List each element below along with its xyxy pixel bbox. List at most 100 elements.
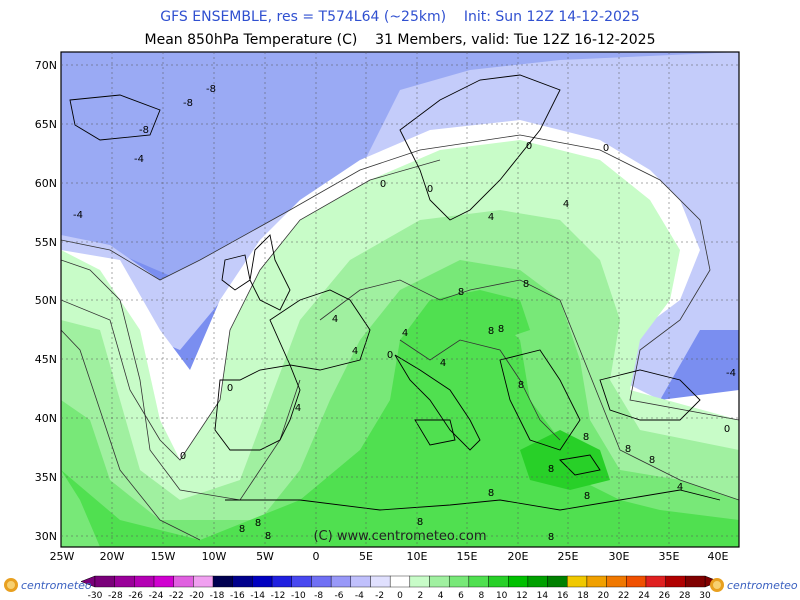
contour-label: 4 xyxy=(440,358,446,369)
contour-label: 8 xyxy=(265,531,271,542)
colorbar: -30 -28 -26 -24 -22 -20 -18 -16 -14 -12 -10 -8 -6 -4-… xyxy=(80,575,720,600)
lat-label: 30N xyxy=(35,530,57,543)
sun-icon xyxy=(4,578,18,592)
colorbar-swatch xyxy=(173,575,194,588)
lon-label: 0 xyxy=(313,550,320,563)
colorbar-swatch xyxy=(567,575,588,588)
colorbar-swatch xyxy=(645,575,666,588)
map-title-line2: Mean 850hPa Temperature (C) 31 Members, … xyxy=(144,32,656,48)
contour-label: 4 xyxy=(677,482,683,493)
lat-label: 65N xyxy=(35,118,57,131)
temperature-field xyxy=(61,52,739,547)
contour-label: 8 xyxy=(583,432,589,443)
colorbar-label: 14 xyxy=(537,591,549,600)
colorbar-swatch xyxy=(350,575,371,588)
logo-right-text: centrometeo xyxy=(727,578,798,592)
map-frame xyxy=(60,51,740,548)
colorbar-label: 12 xyxy=(516,591,527,600)
lon-label: 20W xyxy=(100,550,125,563)
contour-label: 8 xyxy=(548,532,554,543)
contour-label: 0 xyxy=(603,143,609,154)
colorbar-swatch xyxy=(330,575,352,588)
colorbar-label: 30 xyxy=(699,591,711,600)
colorbar-swatch xyxy=(448,575,470,588)
contour-label: 0 xyxy=(380,179,386,190)
colorbar-label: 2 xyxy=(417,591,423,600)
contour-label: -4 xyxy=(726,368,736,379)
lon-label: 5E xyxy=(359,550,373,563)
lat-label: 35N xyxy=(35,471,57,484)
lat-label: 50N xyxy=(35,294,57,307)
contour-label: 8 xyxy=(488,488,494,499)
contour-label: 8 xyxy=(548,464,554,475)
contour-label: 8 xyxy=(255,518,261,529)
contour-value-labels: -8 -8 -8 -4 -4 -4 0 0 0 0 0 0 0 0 4 4 4 … xyxy=(73,84,736,543)
lon-label: 25E xyxy=(558,550,579,563)
contour-label: 0 xyxy=(387,350,393,361)
contour-label: 0 xyxy=(180,451,186,462)
contour-label: 0 xyxy=(427,184,433,195)
contour-label: 0 xyxy=(227,383,233,394)
colorbar-label: 8 xyxy=(478,591,484,600)
colorbar-swatch xyxy=(232,575,253,588)
contour-label: 0 xyxy=(724,424,730,435)
latitude-labels: 70N 65N 60N 55N 50N 45N 40N 35N 30N xyxy=(35,59,57,543)
colorbar-swatch xyxy=(508,575,529,588)
colorbar-label: -26 xyxy=(128,591,143,600)
colorbar-label: 28 xyxy=(679,591,691,600)
contour-label: 8 xyxy=(518,380,524,391)
colorbar-label: 20 xyxy=(598,591,610,600)
lon-label: 10W xyxy=(202,550,227,563)
isotherm-lines xyxy=(61,134,739,541)
colorbar-swatch xyxy=(409,575,430,588)
lat-label: 60N xyxy=(35,177,57,190)
colorbar-label: -8 xyxy=(314,591,323,600)
contour-label: 8 xyxy=(458,287,464,298)
lat-label: 45N xyxy=(35,353,57,366)
colorbar-label: 26 xyxy=(659,591,671,600)
colorbar-swatch xyxy=(153,575,174,588)
colorbar-swatch xyxy=(291,575,312,588)
colorbar-swatch xyxy=(389,575,411,588)
contour-label: 4 xyxy=(563,199,569,210)
colorbar-label: 16 xyxy=(557,591,569,600)
colorbar-label: 6 xyxy=(458,591,464,600)
colorbar-swatch xyxy=(468,575,489,588)
colorbar-swatch xyxy=(527,575,548,588)
graticule xyxy=(61,52,739,547)
colorbar-swatch xyxy=(94,575,115,588)
colorbar-label: 22 xyxy=(618,591,629,600)
colorbar-swatch xyxy=(665,575,686,588)
contour-label: 8 xyxy=(649,455,655,466)
coastlines xyxy=(69,74,721,511)
lon-label: 35E xyxy=(659,550,680,563)
colorbar-label: -28 xyxy=(108,591,123,600)
logo-left-text: centrometeo xyxy=(21,578,92,592)
colorbar-swatch xyxy=(134,575,155,588)
colorbar-swatch xyxy=(685,575,706,588)
colorbar-swatch xyxy=(271,575,292,588)
colorbar-swatch xyxy=(212,575,233,588)
contour-label: -8 xyxy=(139,125,149,136)
logo-left: centrometeo xyxy=(4,576,92,594)
colorbar-swatch xyxy=(547,575,568,588)
colorbar-label: -24 xyxy=(149,591,164,600)
contour-label: 4 xyxy=(295,403,301,414)
contour-label: 8 xyxy=(488,326,494,337)
colorbar-label: 4 xyxy=(438,591,444,600)
contour-label: 0 xyxy=(526,141,532,152)
colorbar-label: -6 xyxy=(335,591,344,600)
colorbar-label: -30 xyxy=(88,591,103,600)
contour-label: 8 xyxy=(625,444,631,455)
colorbar-swatch xyxy=(429,575,450,588)
contour-label: -4 xyxy=(134,154,144,165)
lon-label: 10E xyxy=(407,550,428,563)
lat-label: 40N xyxy=(35,412,57,425)
colorbar-swatch xyxy=(626,575,647,588)
contour-label: 8 xyxy=(417,517,423,528)
colorbar-swatch xyxy=(114,575,135,588)
contour-label: -4 xyxy=(73,210,83,221)
colorbar-label: -4 xyxy=(355,591,364,600)
map-title-line1: GFS ENSEMBLE, res = T574L64 (~25km) Init… xyxy=(160,9,640,25)
contour-label: 8 xyxy=(498,324,504,335)
